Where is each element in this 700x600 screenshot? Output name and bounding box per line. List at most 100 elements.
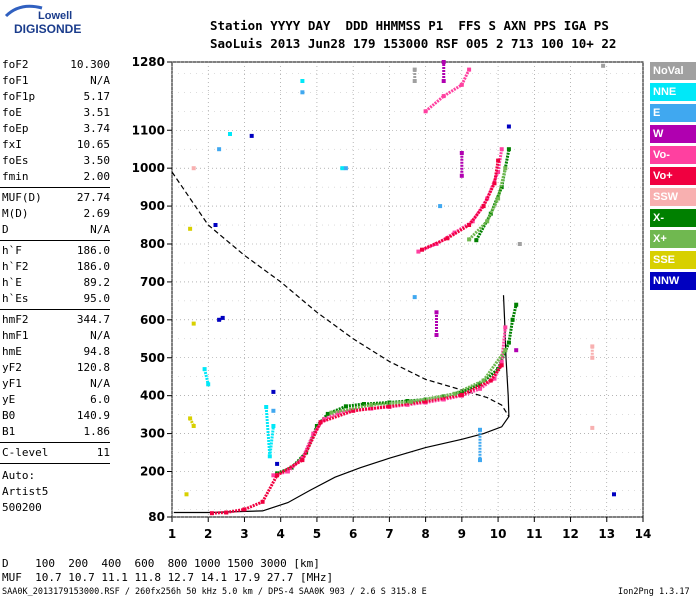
data-point-xminus xyxy=(506,147,511,152)
trace-segment-voplus xyxy=(261,474,279,503)
data-point-sse xyxy=(191,321,196,326)
trace-segment-voplus xyxy=(446,223,470,240)
y-tick-label: 500 xyxy=(140,351,165,365)
x-tick-label: 9 xyxy=(458,527,466,541)
trace-segment-xminus xyxy=(315,412,329,428)
trace-segment-voplus xyxy=(467,205,485,226)
param-separator xyxy=(0,309,110,310)
param-value: 6.0 xyxy=(90,393,110,406)
trace-segment-voplus xyxy=(489,364,503,382)
trace-segment-xminus xyxy=(511,304,518,321)
param-value: 1.86 xyxy=(83,425,111,438)
data-point-voplus xyxy=(224,510,229,515)
logo-line1: Lowell xyxy=(38,10,73,22)
data-point-ssw xyxy=(191,166,196,171)
data-point-e xyxy=(300,90,305,95)
autoscale-line: Artist5 xyxy=(2,485,49,498)
param-label: h`F xyxy=(2,244,22,257)
param-row-b0: B0 140.9 xyxy=(2,408,110,423)
footer-muf-row: MUF 10.7 10.7 11.1 11.8 12.7 14.1 17.9 2… xyxy=(2,571,334,584)
param-row-foes: foEs 3.50 xyxy=(2,153,110,168)
param-value: 3.74 xyxy=(83,122,111,135)
y-tick-label: 300 xyxy=(140,427,165,441)
param-value: 5.17 xyxy=(83,90,111,103)
trace-segment-xplus xyxy=(331,403,372,415)
param-row-foe: foE 3.51 xyxy=(2,105,110,120)
x-tick-label: 12 xyxy=(562,527,579,541)
param-row-hme: hmE 94.8 xyxy=(2,344,110,359)
param-row-clevel: C-level 11 xyxy=(2,445,110,460)
x-tick-label: 5 xyxy=(313,527,321,541)
data-point-noval xyxy=(412,67,417,72)
data-point-nne xyxy=(228,132,232,136)
param-value: 94.8 xyxy=(83,345,111,358)
trace-segment-xminus xyxy=(345,402,365,408)
data-point-vominus xyxy=(499,147,504,152)
param-label: h`Es xyxy=(2,292,29,305)
param-row-he: h`E 89.2 xyxy=(2,275,110,290)
param-separator xyxy=(0,187,110,188)
trace-segment-vominus xyxy=(500,327,507,362)
param-label: MUF(D) xyxy=(2,191,42,204)
data-point-nne xyxy=(264,405,269,409)
trace-segment-voplus xyxy=(320,409,354,424)
autoscale-line: 500200 xyxy=(2,501,42,514)
x-tick-label: 6 xyxy=(349,527,357,541)
data-point-vominus xyxy=(311,431,316,436)
trace-segment-vominus xyxy=(323,411,340,421)
trace-segment-voplus xyxy=(211,510,227,515)
mufd-dashed-line xyxy=(171,171,510,417)
trace-segment-nne xyxy=(203,368,210,385)
param-separator xyxy=(0,240,110,241)
y-tick-label: 400 xyxy=(140,389,165,403)
param-label: hmE xyxy=(2,345,22,358)
data-point-ssw xyxy=(590,425,595,430)
data-point-vominus xyxy=(485,196,490,201)
param-row-d: D N/A xyxy=(2,222,110,237)
x-tick-label: 1 xyxy=(168,527,176,541)
trace-segment-voplus xyxy=(425,393,463,403)
y-tick-label: 1280 xyxy=(132,55,165,69)
y-tick-label: 200 xyxy=(140,465,165,479)
data-point-xminus xyxy=(474,238,479,243)
trace-segment-vominus xyxy=(460,68,471,86)
param-row-mufd: MUF(D) 27.74 xyxy=(2,190,110,205)
param-label: yF1 xyxy=(2,377,22,390)
trace-segment-voplus xyxy=(352,404,390,413)
trace-segment-voplus xyxy=(276,458,304,477)
param-label: B1 xyxy=(2,425,16,438)
param-value: 3.51 xyxy=(83,106,111,119)
data-point-sse xyxy=(191,424,196,428)
trace-segment-vominus xyxy=(338,408,354,415)
param-row-md: M(D) 2.69 xyxy=(2,206,110,221)
y-tick-label: 80 xyxy=(148,510,165,524)
header-row-labels: Station YYYY DAY DDD HHMMSS P1 FFS S AXN… xyxy=(210,18,609,33)
param-row-hmf1: hmF1 N/A xyxy=(2,328,110,343)
x-tick-label: 8 xyxy=(421,527,429,541)
param-row-foep: foEp 3.74 xyxy=(2,121,110,136)
trace-segment-vominus xyxy=(442,83,463,98)
data-point-voplus xyxy=(488,378,493,383)
trace-segment-sse xyxy=(188,417,196,427)
param-value: N/A xyxy=(90,329,110,342)
trace-segment-voplus xyxy=(301,421,322,461)
data-point-voplus xyxy=(499,363,504,368)
trace-segment-xplus xyxy=(496,167,507,199)
x-tick-label: 14 xyxy=(635,527,652,541)
param-value: N/A xyxy=(90,377,110,390)
trace-segment-voplus xyxy=(461,379,492,397)
legend-item-w: W xyxy=(650,125,696,143)
y-tick-label: 600 xyxy=(140,313,165,327)
y-tick-label: 800 xyxy=(140,237,165,251)
param-label: B0 xyxy=(2,409,16,422)
param-row-yf1: yF1 N/A xyxy=(2,376,110,391)
legend-item-nnw: NNW xyxy=(650,272,696,290)
x-tick-label: 13 xyxy=(598,527,615,541)
trace-segment-nnw xyxy=(218,316,224,322)
param-label: h`E xyxy=(2,276,22,289)
trace-segment-voplus xyxy=(243,500,264,511)
x-tick-label: 7 xyxy=(385,527,393,541)
header-row-values: SaoLuis 2013 Jun28 179 153000 RSF 005 2 … xyxy=(210,36,617,51)
data-point-w xyxy=(441,79,446,83)
data-point-w xyxy=(514,348,519,353)
